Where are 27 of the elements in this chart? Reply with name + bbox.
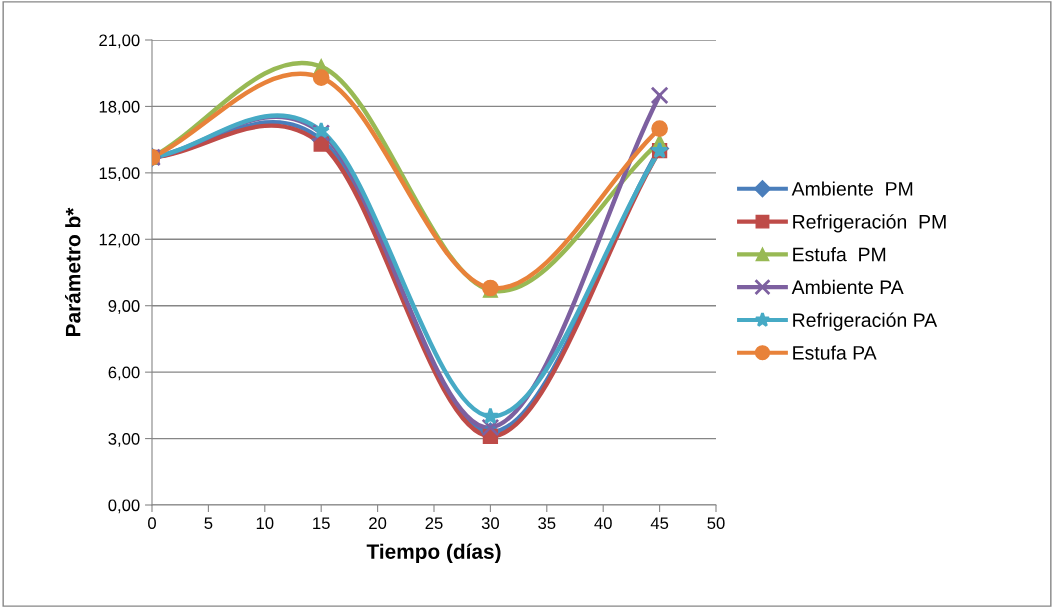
legend-label: Refrigeración PM: [793, 214, 946, 233]
x-tick-label: 0: [148, 517, 156, 530]
y-tick-label: 21,00: [99, 34, 140, 49]
y-tick-label: 3,00: [108, 432, 140, 447]
x-tick-label: 10: [256, 517, 274, 530]
x-tick-label: 30: [481, 517, 500, 530]
x-axis-title: Tiempo (días): [366, 543, 501, 564]
y-axis-title: Parámetro b*: [65, 207, 81, 336]
x-tick-label: 45: [650, 517, 669, 530]
y-tick-label: 18,00: [99, 100, 140, 115]
legend-label: Estufa PM: [793, 247, 886, 262]
legend-label: Refrigeración PA: [793, 312, 938, 331]
y-tick-label: 15,00: [99, 167, 140, 182]
x-tick-label: 40: [594, 517, 612, 530]
y-tick-label: 6,00: [108, 366, 140, 381]
x-tick-label: 20: [369, 517, 387, 530]
y-tick-label: 12,00: [99, 233, 140, 248]
x-tick-label: 5: [204, 517, 213, 530]
x-tick-label: 25: [425, 517, 443, 530]
legend-label: Estufa PA: [793, 345, 877, 360]
x-tick-label: 50: [707, 517, 725, 530]
y-tick-label: 0,00: [108, 499, 140, 514]
y-tick-label: 9,00: [108, 300, 140, 314]
x-tick-label: 35: [538, 517, 556, 530]
legend-label: Ambiente PA: [791, 279, 904, 295]
x-tick-label: 15: [313, 517, 330, 530]
legend-label: Ambiente PM: [791, 181, 913, 196]
